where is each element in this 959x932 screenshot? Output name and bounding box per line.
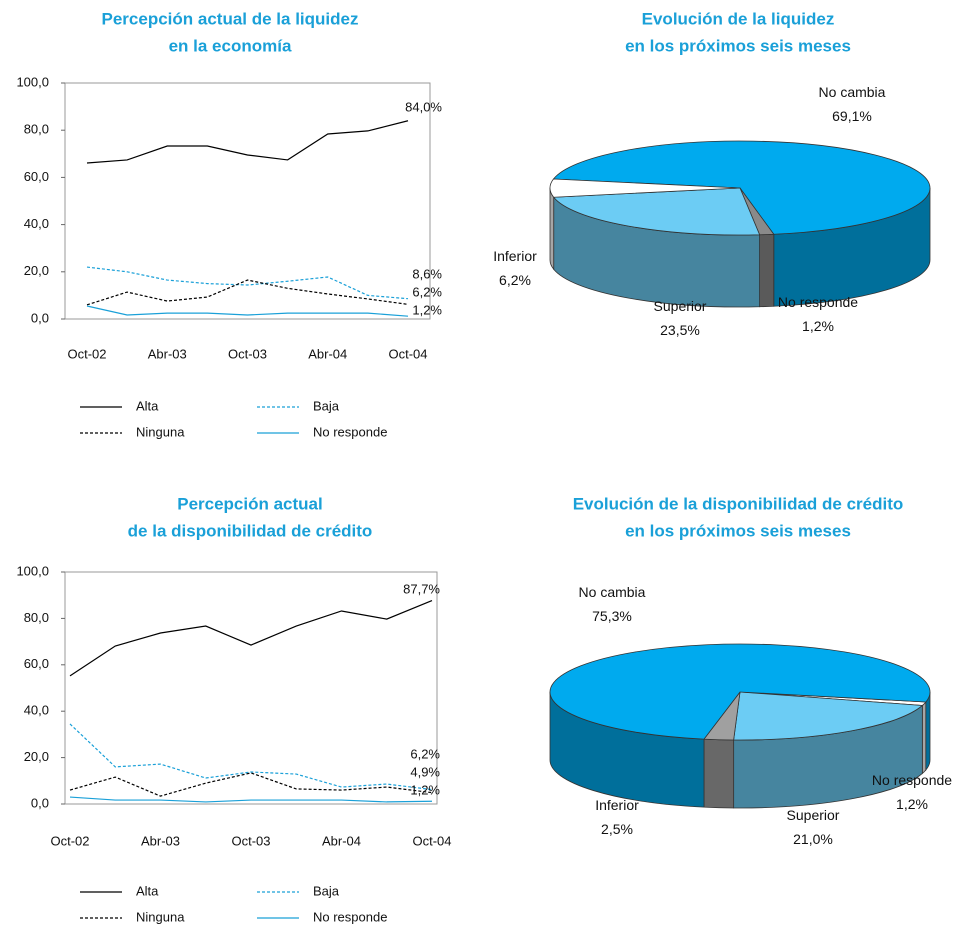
x-tick-label: Oct-02: [67, 346, 106, 361]
pie-label: No cambia 69,1%: [810, 80, 894, 128]
y-tick-label: 80,0: [24, 610, 49, 625]
plot-frame: [64, 571, 438, 805]
chart-title: Evolución de la disponibilidad de crédit…: [573, 494, 904, 513]
legend-label: No responde: [313, 909, 387, 924]
pie-label: Inferior 2,5%: [575, 793, 659, 841]
pie-value: 6,2%: [499, 272, 531, 288]
value-label: 6,2%: [412, 284, 442, 299]
x-tick-label: Abr-03: [141, 833, 180, 848]
series-line: [69, 796, 433, 803]
pie-category: No responde: [871, 772, 953, 788]
x-tick-label: Oct-03: [231, 833, 270, 848]
series-line: [86, 279, 409, 306]
legend-label: No responde: [313, 424, 387, 439]
x-tick-label: Oct-02: [50, 833, 89, 848]
pie-category: Inferior: [595, 797, 639, 813]
y-tick-label: 0,0: [31, 795, 49, 810]
pie-label: No responde 1,2%: [776, 290, 860, 338]
y-tick-label: 20,0: [24, 749, 49, 764]
y-tick-label: 80,0: [24, 122, 49, 137]
legend-label: Baja: [313, 883, 340, 898]
pie-value: 2,5%: [601, 821, 633, 837]
legend-label: Ninguna: [136, 424, 185, 439]
x-tick-label: Abr-04: [322, 833, 361, 848]
pie-category: Superior: [653, 298, 707, 314]
pie-side: [759, 233, 775, 308]
value-label: 1,2%: [410, 782, 440, 797]
series-line: [86, 266, 409, 300]
pie-category: Superior: [786, 807, 840, 823]
chart-title: en los próximos seis meses: [625, 36, 851, 55]
chart-title: en los próximos seis meses: [625, 521, 851, 540]
pie-category: No cambia: [818, 84, 886, 100]
pie-value: 1,2%: [896, 796, 928, 812]
value-label: 4,9%: [410, 764, 440, 779]
x-tick-label: Oct-03: [228, 346, 267, 361]
chart-title: en la economía: [169, 36, 292, 55]
series-line: [86, 305, 409, 317]
y-tick-label: 100,0: [16, 74, 49, 89]
y-tick-label: 60,0: [24, 656, 49, 671]
x-tick-label: Oct-04: [388, 346, 427, 361]
pie-label: No responde 1,2%: [870, 768, 954, 816]
pie-slice: [552, 187, 761, 236]
chart-title: Percepción actual: [177, 494, 323, 513]
series-line: [69, 599, 433, 677]
y-tick-label: 0,0: [31, 310, 49, 325]
pie-slice: [549, 643, 931, 740]
pie-category: No cambia: [578, 584, 646, 600]
chart-title: Evolución de la liquidez: [642, 9, 835, 28]
pie-label: No cambia 75,3%: [570, 580, 654, 628]
series-line: [86, 120, 409, 164]
y-tick-label: 20,0: [24, 263, 49, 278]
pie-slice: [549, 178, 741, 198]
chart-title: Percepción actual de la liquidez: [102, 9, 359, 28]
chart-title: de la disponibilidad de crédito: [128, 521, 373, 540]
series-line: [69, 723, 433, 791]
pie-category: No responde: [777, 294, 859, 310]
x-tick-label: Abr-04: [308, 346, 347, 361]
legend-label: Alta: [136, 883, 159, 898]
value-label: 84,0%: [405, 99, 442, 114]
value-label: 1,2%: [412, 302, 442, 317]
pie-value: 75,3%: [592, 608, 632, 624]
x-tick-label: Oct-04: [412, 833, 451, 848]
y-tick-label: 100,0: [16, 563, 49, 578]
pie-slice: [552, 140, 931, 235]
pie-label: Superior 21,0%: [771, 803, 855, 851]
value-label: 87,7%: [403, 581, 440, 596]
pie-value: 23,5%: [660, 322, 700, 338]
pie-value: 21,0%: [793, 831, 833, 847]
pie-category: Inferior: [493, 248, 537, 264]
x-tick-label: Abr-03: [148, 346, 187, 361]
pie-label: Inferior 6,2%: [473, 244, 557, 292]
value-label: 6,2%: [410, 746, 440, 761]
pie-value: 1,2%: [802, 318, 834, 334]
pie-side: [703, 738, 735, 809]
y-tick-label: 60,0: [24, 169, 49, 184]
legend-label: Baja: [313, 398, 340, 413]
y-tick-label: 40,0: [24, 703, 49, 718]
pie-side: [921, 700, 927, 775]
value-label: 8,6%: [412, 266, 442, 281]
y-tick-label: 40,0: [24, 216, 49, 231]
pie-label: Superior 23,5%: [638, 294, 722, 342]
series-line: [69, 772, 433, 797]
pie-side: [925, 691, 931, 772]
plot-frame: [64, 82, 431, 320]
pie-value: 69,1%: [832, 108, 872, 124]
pie-slice: [733, 691, 924, 741]
legend-label: Alta: [136, 398, 159, 413]
legend-label: Ninguna: [136, 909, 185, 924]
